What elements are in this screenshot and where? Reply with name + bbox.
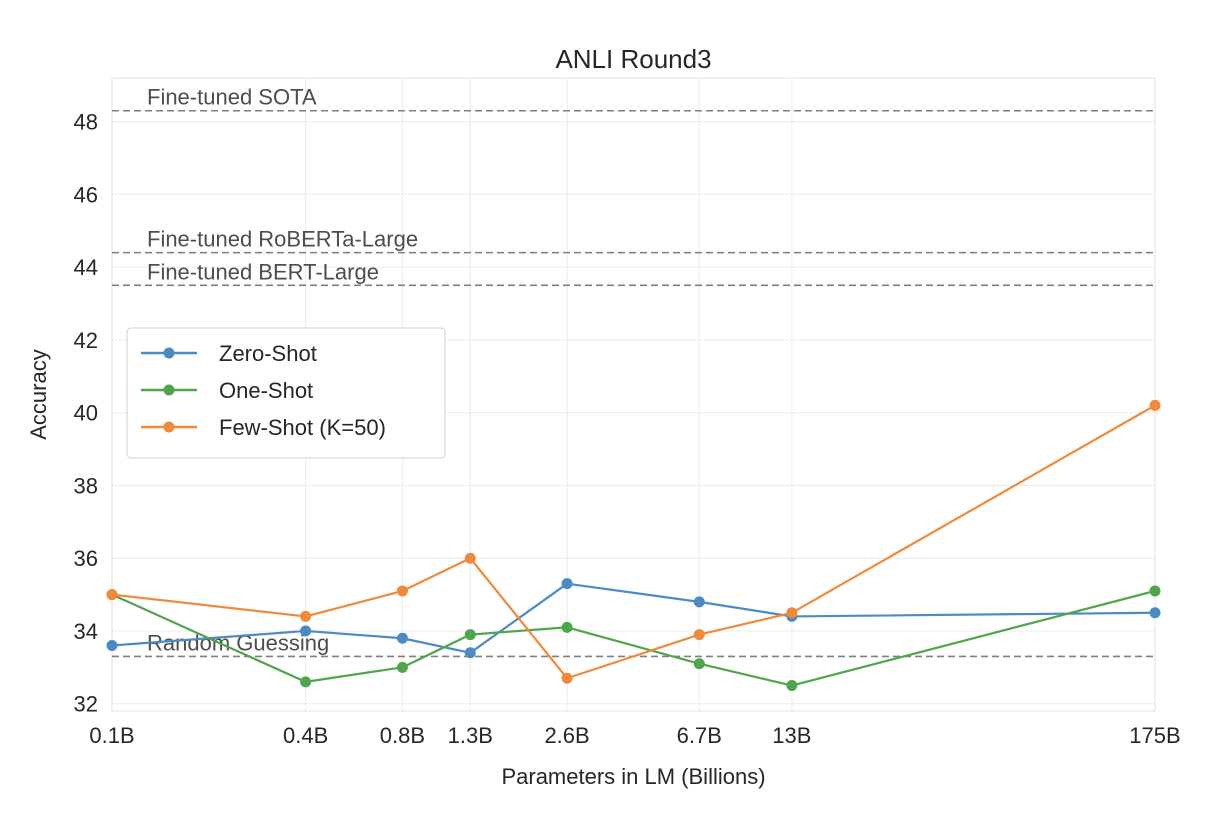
data-point [464, 629, 476, 641]
legend-entry: Few-Shot (K=50) [141, 415, 386, 440]
series-line [111, 404, 1156, 680]
legend-marker [163, 421, 175, 433]
axis-ticks: 32 34 36 38 40 42 44 46 48 0.1B 0.4B 0.8B 1.3B 2.6B 6.… [74, 110, 1181, 748]
data-point [1149, 607, 1161, 619]
y-tick-label: 40 [74, 401, 98, 426]
x-tick-label: 0.8B [380, 723, 425, 748]
data-point [1149, 585, 1161, 597]
reference-line-label: Fine-tuned RoBERTa-Large [147, 227, 418, 252]
data-point [464, 647, 476, 659]
chart-title: ANLI Round3 [555, 44, 711, 74]
y-tick-label: 48 [74, 110, 98, 135]
plot-frame [111, 77, 1156, 712]
legend-box [126, 327, 446, 459]
reference-line-label: Fine-tuned SOTA [147, 85, 317, 110]
y-axis-label: Accuracy [26, 349, 51, 439]
y-tick-label: 44 [74, 255, 98, 280]
data-point [786, 680, 798, 692]
data-point [1149, 399, 1161, 411]
data-point [561, 621, 573, 633]
x-tick-label: 13B [772, 723, 811, 748]
reference-line-label: Fine-tuned BERT-Large [147, 259, 379, 284]
data-series [106, 399, 1161, 692]
legend-entries: Zero-Shot One-Shot Few-Shot (K=50) [141, 341, 386, 440]
data-point [693, 629, 705, 641]
data-point [106, 640, 118, 652]
legend-label: One-Shot [219, 378, 313, 403]
x-tick-label: 0.4B [283, 723, 328, 748]
series-line [111, 589, 1156, 687]
series [106, 399, 1161, 684]
legend-marker [163, 347, 175, 359]
x-tick-label: 2.6B [544, 723, 589, 748]
legend-label: Few-Shot (K=50) [219, 415, 386, 440]
data-point [464, 552, 476, 564]
data-point [300, 625, 312, 637]
y-tick-label: 42 [74, 328, 98, 353]
y-tick-label: 38 [74, 473, 98, 498]
data-point [561, 672, 573, 684]
y-tick-label: 34 [74, 619, 98, 644]
y-tick-label: 36 [74, 546, 98, 571]
data-point [300, 676, 312, 688]
x-tick-label: 175B [1129, 723, 1180, 748]
data-point [561, 578, 573, 590]
x-tick-label: 6.7B [677, 723, 722, 748]
legend-label: Zero-Shot [219, 341, 317, 366]
data-point [396, 632, 408, 644]
data-point [300, 610, 312, 622]
data-point [396, 661, 408, 673]
data-point [786, 607, 798, 619]
legend-entry: One-Shot [141, 378, 313, 403]
y-tick-label: 32 [74, 692, 98, 717]
y-tick-label: 46 [74, 182, 98, 207]
x-tick-label: 1.3B [448, 723, 493, 748]
data-point [396, 585, 408, 597]
x-axis-label: Parameters in LM (Billions) [501, 764, 765, 789]
data-point [693, 596, 705, 608]
data-point [106, 589, 118, 601]
data-point [693, 658, 705, 670]
legend-entry: Zero-Shot [141, 341, 317, 366]
legend-marker [163, 384, 175, 396]
x-tick-label: 0.1B [89, 723, 134, 748]
legend: Zero-Shot One-Shot Few-Shot (K=50) [126, 327, 446, 459]
